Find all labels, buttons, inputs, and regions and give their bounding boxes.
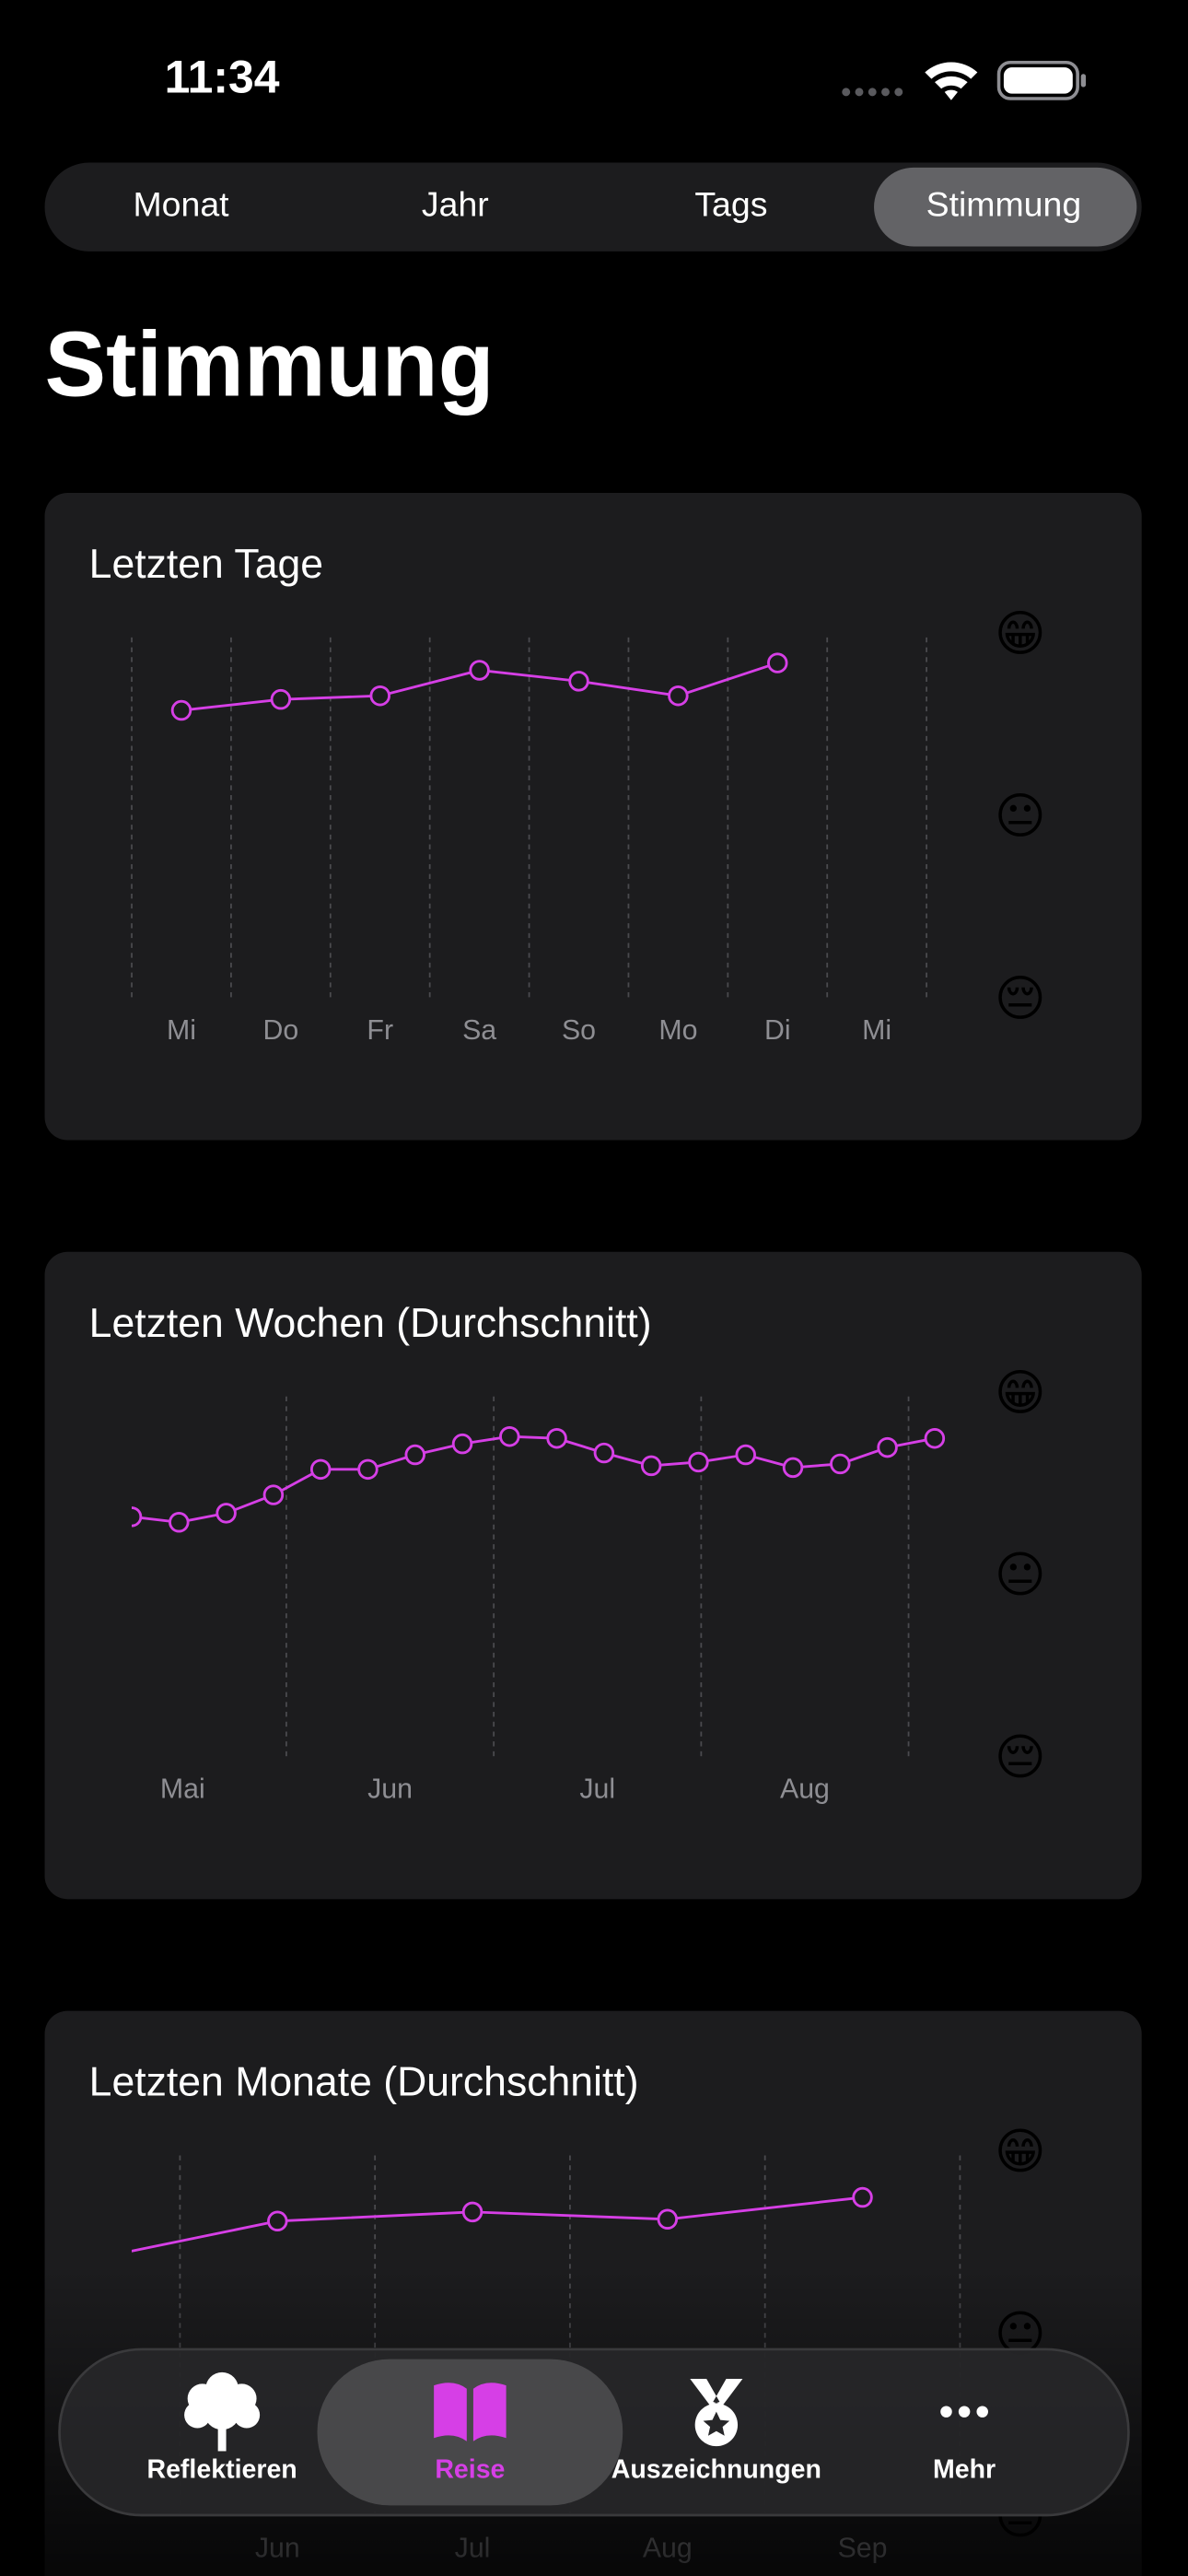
chart-title: Letzten Wochen (Durchschnitt) <box>89 1301 652 1346</box>
tab-selected <box>317 2359 623 2506</box>
tab-icon <box>434 2383 507 2441</box>
plot-area <box>132 1425 946 1533</box>
x-tick-label: Mo <box>658 1015 697 1046</box>
mood-point <box>568 671 589 692</box>
segment-label[interactable]: Monat <box>134 185 230 224</box>
mood-point <box>735 1444 756 1466</box>
y-tick-label: 😔 <box>995 972 1046 1026</box>
icon-part <box>958 2406 971 2418</box>
x-tick-label: Fr <box>367 1015 393 1046</box>
segmented-control <box>44 162 1142 252</box>
icon-part <box>976 2406 988 2418</box>
icon-part <box>690 2379 743 2406</box>
x-tick-label: So <box>562 1015 596 1046</box>
mood-point <box>782 1457 804 1479</box>
mood-point <box>357 1458 379 1481</box>
mood-point <box>877 1436 898 1458</box>
plot-area <box>170 652 788 721</box>
y-tick-label: 😁 <box>995 607 1046 662</box>
tab-icon <box>184 2371 261 2452</box>
y-tick-label: 😔 <box>995 1731 1046 1786</box>
chart-title: Letzten Tage <box>89 542 323 587</box>
status-time: 11:34 <box>165 52 280 103</box>
tab-icon <box>940 2406 988 2418</box>
mood-point <box>657 2208 679 2231</box>
mood-point <box>451 1433 473 1455</box>
y-tick-label: 😁 <box>995 1366 1046 1421</box>
x-tick-label: Sa <box>462 1015 496 1046</box>
mood-point <box>688 1451 709 1473</box>
mood-point <box>170 699 192 721</box>
icon-part <box>233 2401 261 2429</box>
segment-label[interactable]: Jahr <box>422 185 489 224</box>
x-tick-label: Do <box>262 1015 298 1046</box>
icon-part <box>940 2406 952 2418</box>
icon-part <box>434 2383 507 2441</box>
mood-point <box>640 1455 662 1477</box>
tab-label[interactable]: Reflektieren <box>146 2454 297 2484</box>
segment-selected <box>874 167 1137 247</box>
x-tick-label: Mai <box>160 1774 205 1805</box>
x-tick-label: Di <box>764 1015 791 1046</box>
mood-point <box>546 1427 567 1449</box>
y-tick-label: 😐 <box>995 1549 1046 1603</box>
y-tick-label: 😁 <box>995 2125 1046 2180</box>
mood-point <box>668 685 689 707</box>
icon-part <box>217 2418 227 2452</box>
chart-card <box>44 1251 1142 1900</box>
page-heading: Stimmung <box>45 313 495 416</box>
mood-point <box>132 1506 143 1528</box>
mood-point <box>830 1453 851 1475</box>
mood-point <box>767 652 788 673</box>
mood-point <box>309 1458 332 1481</box>
tab-label[interactable]: Mehr <box>933 2454 996 2484</box>
mood-point <box>270 688 292 710</box>
mood-point <box>499 1425 520 1447</box>
mood-point <box>469 660 490 681</box>
segment-label[interactable]: Tags <box>694 185 767 224</box>
mood-point <box>852 2186 873 2208</box>
icon-part <box>204 2394 240 2430</box>
x-tick-label: Mi <box>862 1015 891 1046</box>
mood-point <box>169 1512 190 1533</box>
mood-point <box>215 1503 237 1524</box>
tab-label[interactable]: Reise <box>435 2454 505 2484</box>
icon-part <box>703 2411 730 2436</box>
mood-point <box>924 1427 946 1449</box>
plot-area <box>132 2186 873 2253</box>
y-tick-label: 😐 <box>995 790 1046 844</box>
x-tick-label: Aug <box>780 1774 830 1805</box>
tab-icon <box>690 2379 743 2447</box>
mood-point <box>593 1442 615 1464</box>
mood-point <box>461 2201 483 2223</box>
x-tick-label: Jun <box>367 1774 413 1805</box>
chart-card <box>44 492 1142 1141</box>
x-tick-label: Jul <box>579 1774 615 1805</box>
x-tick-label: Mi <box>167 1015 196 1046</box>
mood-point <box>369 685 390 707</box>
tab-label[interactable]: Auszeichnungen <box>611 2454 821 2484</box>
segment-label[interactable]: Stimmung <box>926 185 1082 224</box>
mood-point <box>404 1444 425 1466</box>
chart-title: Letzten Monate (Durchschnitt) <box>89 2060 639 2105</box>
icon-part <box>184 2401 211 2429</box>
mood-point <box>262 1484 285 1505</box>
status-icons <box>842 60 1087 100</box>
mood-point <box>267 2210 288 2231</box>
